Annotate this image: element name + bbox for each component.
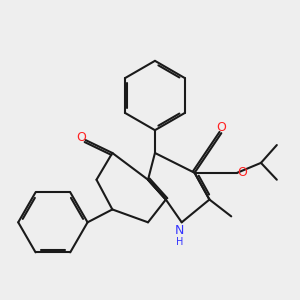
Text: O: O	[216, 121, 226, 134]
Text: O: O	[237, 166, 247, 179]
Text: O: O	[77, 130, 87, 144]
Text: H: H	[176, 237, 183, 247]
Text: N: N	[175, 224, 184, 237]
